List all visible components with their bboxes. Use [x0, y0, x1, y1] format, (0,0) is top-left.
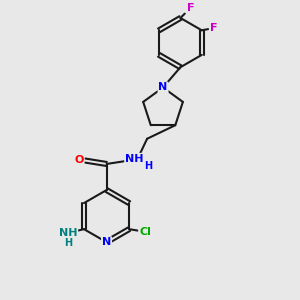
Text: F: F	[187, 3, 194, 13]
Text: NH: NH	[125, 154, 144, 164]
Text: N: N	[158, 82, 168, 92]
Text: F: F	[210, 23, 218, 33]
Text: NH: NH	[59, 229, 77, 238]
Text: N: N	[102, 237, 111, 247]
Text: O: O	[74, 155, 84, 166]
Text: H: H	[64, 238, 73, 248]
Text: H: H	[144, 161, 152, 171]
Text: Cl: Cl	[139, 227, 151, 237]
